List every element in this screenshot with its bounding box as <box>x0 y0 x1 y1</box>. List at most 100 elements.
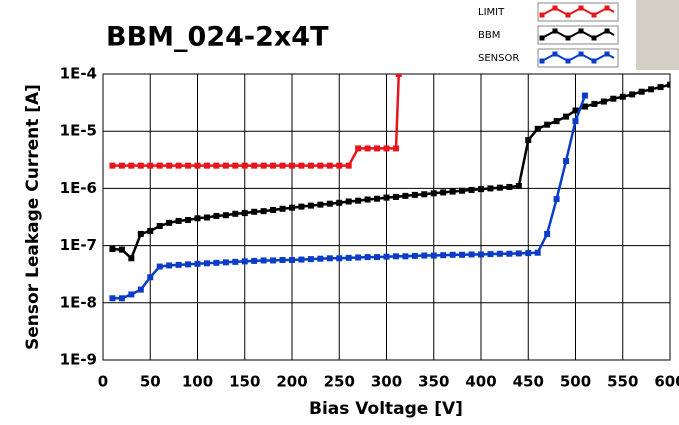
data-point <box>203 214 210 221</box>
data-point <box>496 184 503 191</box>
x-tick-label: 150 <box>229 373 260 391</box>
data-point <box>203 260 210 267</box>
data-point <box>232 258 239 265</box>
data-point <box>459 187 466 194</box>
data-point <box>421 191 428 198</box>
data-point <box>364 145 371 152</box>
x-tick-label: 50 <box>140 373 161 391</box>
legend-swatch-marker <box>591 35 597 41</box>
data-point <box>213 162 220 169</box>
data-point <box>345 254 352 261</box>
data-point <box>515 250 522 257</box>
data-point <box>392 145 399 152</box>
data-point <box>260 208 267 215</box>
data-point <box>421 252 428 259</box>
data-point <box>411 191 418 198</box>
data-point <box>317 255 324 262</box>
data-point <box>600 98 607 105</box>
data-point <box>374 145 381 152</box>
data-point <box>449 251 456 258</box>
x-tick-label: 450 <box>513 373 544 391</box>
data-point <box>355 145 362 152</box>
data-point <box>657 84 664 91</box>
data-point <box>260 162 267 169</box>
data-point <box>232 162 239 169</box>
data-point <box>326 255 333 262</box>
data-point <box>534 125 541 132</box>
data-point <box>619 93 626 100</box>
data-point <box>279 205 286 212</box>
x-tick-label: 100 <box>182 373 213 391</box>
plot-content <box>109 74 670 302</box>
data-point <box>355 197 362 204</box>
data-point <box>128 291 135 298</box>
data-point <box>544 121 551 128</box>
data-point <box>260 257 267 264</box>
data-point <box>185 217 192 224</box>
data-point <box>440 252 447 259</box>
x-axis-label: Bias Voltage [V] <box>309 399 463 419</box>
data-point <box>175 217 182 224</box>
data-point <box>364 196 371 203</box>
data-point <box>213 259 220 266</box>
data-point <box>298 203 305 210</box>
panel-background <box>636 0 679 70</box>
data-point <box>374 195 381 202</box>
data-point <box>345 162 352 169</box>
legend-swatch-marker <box>565 58 571 64</box>
x-tick-label: 0 <box>98 373 108 391</box>
y-tick-label: 1E-9 <box>60 351 97 369</box>
data-point <box>118 295 125 302</box>
data-point <box>289 162 295 169</box>
data-point <box>449 188 456 195</box>
y-tick-label: 1E-6 <box>60 179 97 197</box>
y-tick-label: 1E-8 <box>60 293 97 311</box>
legend-swatch-marker <box>604 28 610 34</box>
data-point <box>251 257 258 264</box>
data-point <box>270 257 277 264</box>
data-point <box>402 192 409 199</box>
data-point <box>440 189 447 196</box>
data-point <box>544 230 551 237</box>
legend-swatch-marker <box>539 35 545 41</box>
data-point <box>289 204 295 211</box>
data-point <box>185 261 192 268</box>
data-point <box>279 162 286 169</box>
data-point <box>553 196 560 203</box>
legend-swatch-marker <box>578 5 584 11</box>
data-point <box>468 186 475 193</box>
data-point <box>118 246 125 253</box>
data-point <box>222 162 229 169</box>
data-point <box>459 251 466 258</box>
x-tick-label: 500 <box>560 373 591 391</box>
data-point <box>298 256 305 263</box>
data-point <box>156 263 163 270</box>
legend-swatch-marker <box>539 58 545 64</box>
data-point <box>317 201 324 208</box>
legend-swatch-marker <box>552 5 558 11</box>
legend-swatch-marker <box>591 12 597 18</box>
legend-swatch-marker <box>565 12 571 18</box>
data-point <box>572 118 579 125</box>
data-point <box>166 162 173 169</box>
data-point <box>137 230 144 237</box>
data-point <box>270 162 277 169</box>
data-point <box>241 162 248 169</box>
legend-swatch-box <box>537 2 619 22</box>
data-point <box>147 274 154 281</box>
data-point <box>478 186 484 193</box>
legend-swatch-marker <box>578 51 584 57</box>
data-point <box>307 256 314 263</box>
data-point <box>430 190 437 197</box>
data-point <box>336 162 343 169</box>
data-point <box>128 162 135 169</box>
data-point <box>317 162 324 169</box>
data-point <box>166 219 173 226</box>
data-point <box>534 249 541 256</box>
data-point <box>222 259 229 266</box>
data-point <box>581 103 588 110</box>
x-tick-label: 300 <box>371 373 402 391</box>
data-point <box>175 162 182 169</box>
data-point <box>128 255 135 262</box>
